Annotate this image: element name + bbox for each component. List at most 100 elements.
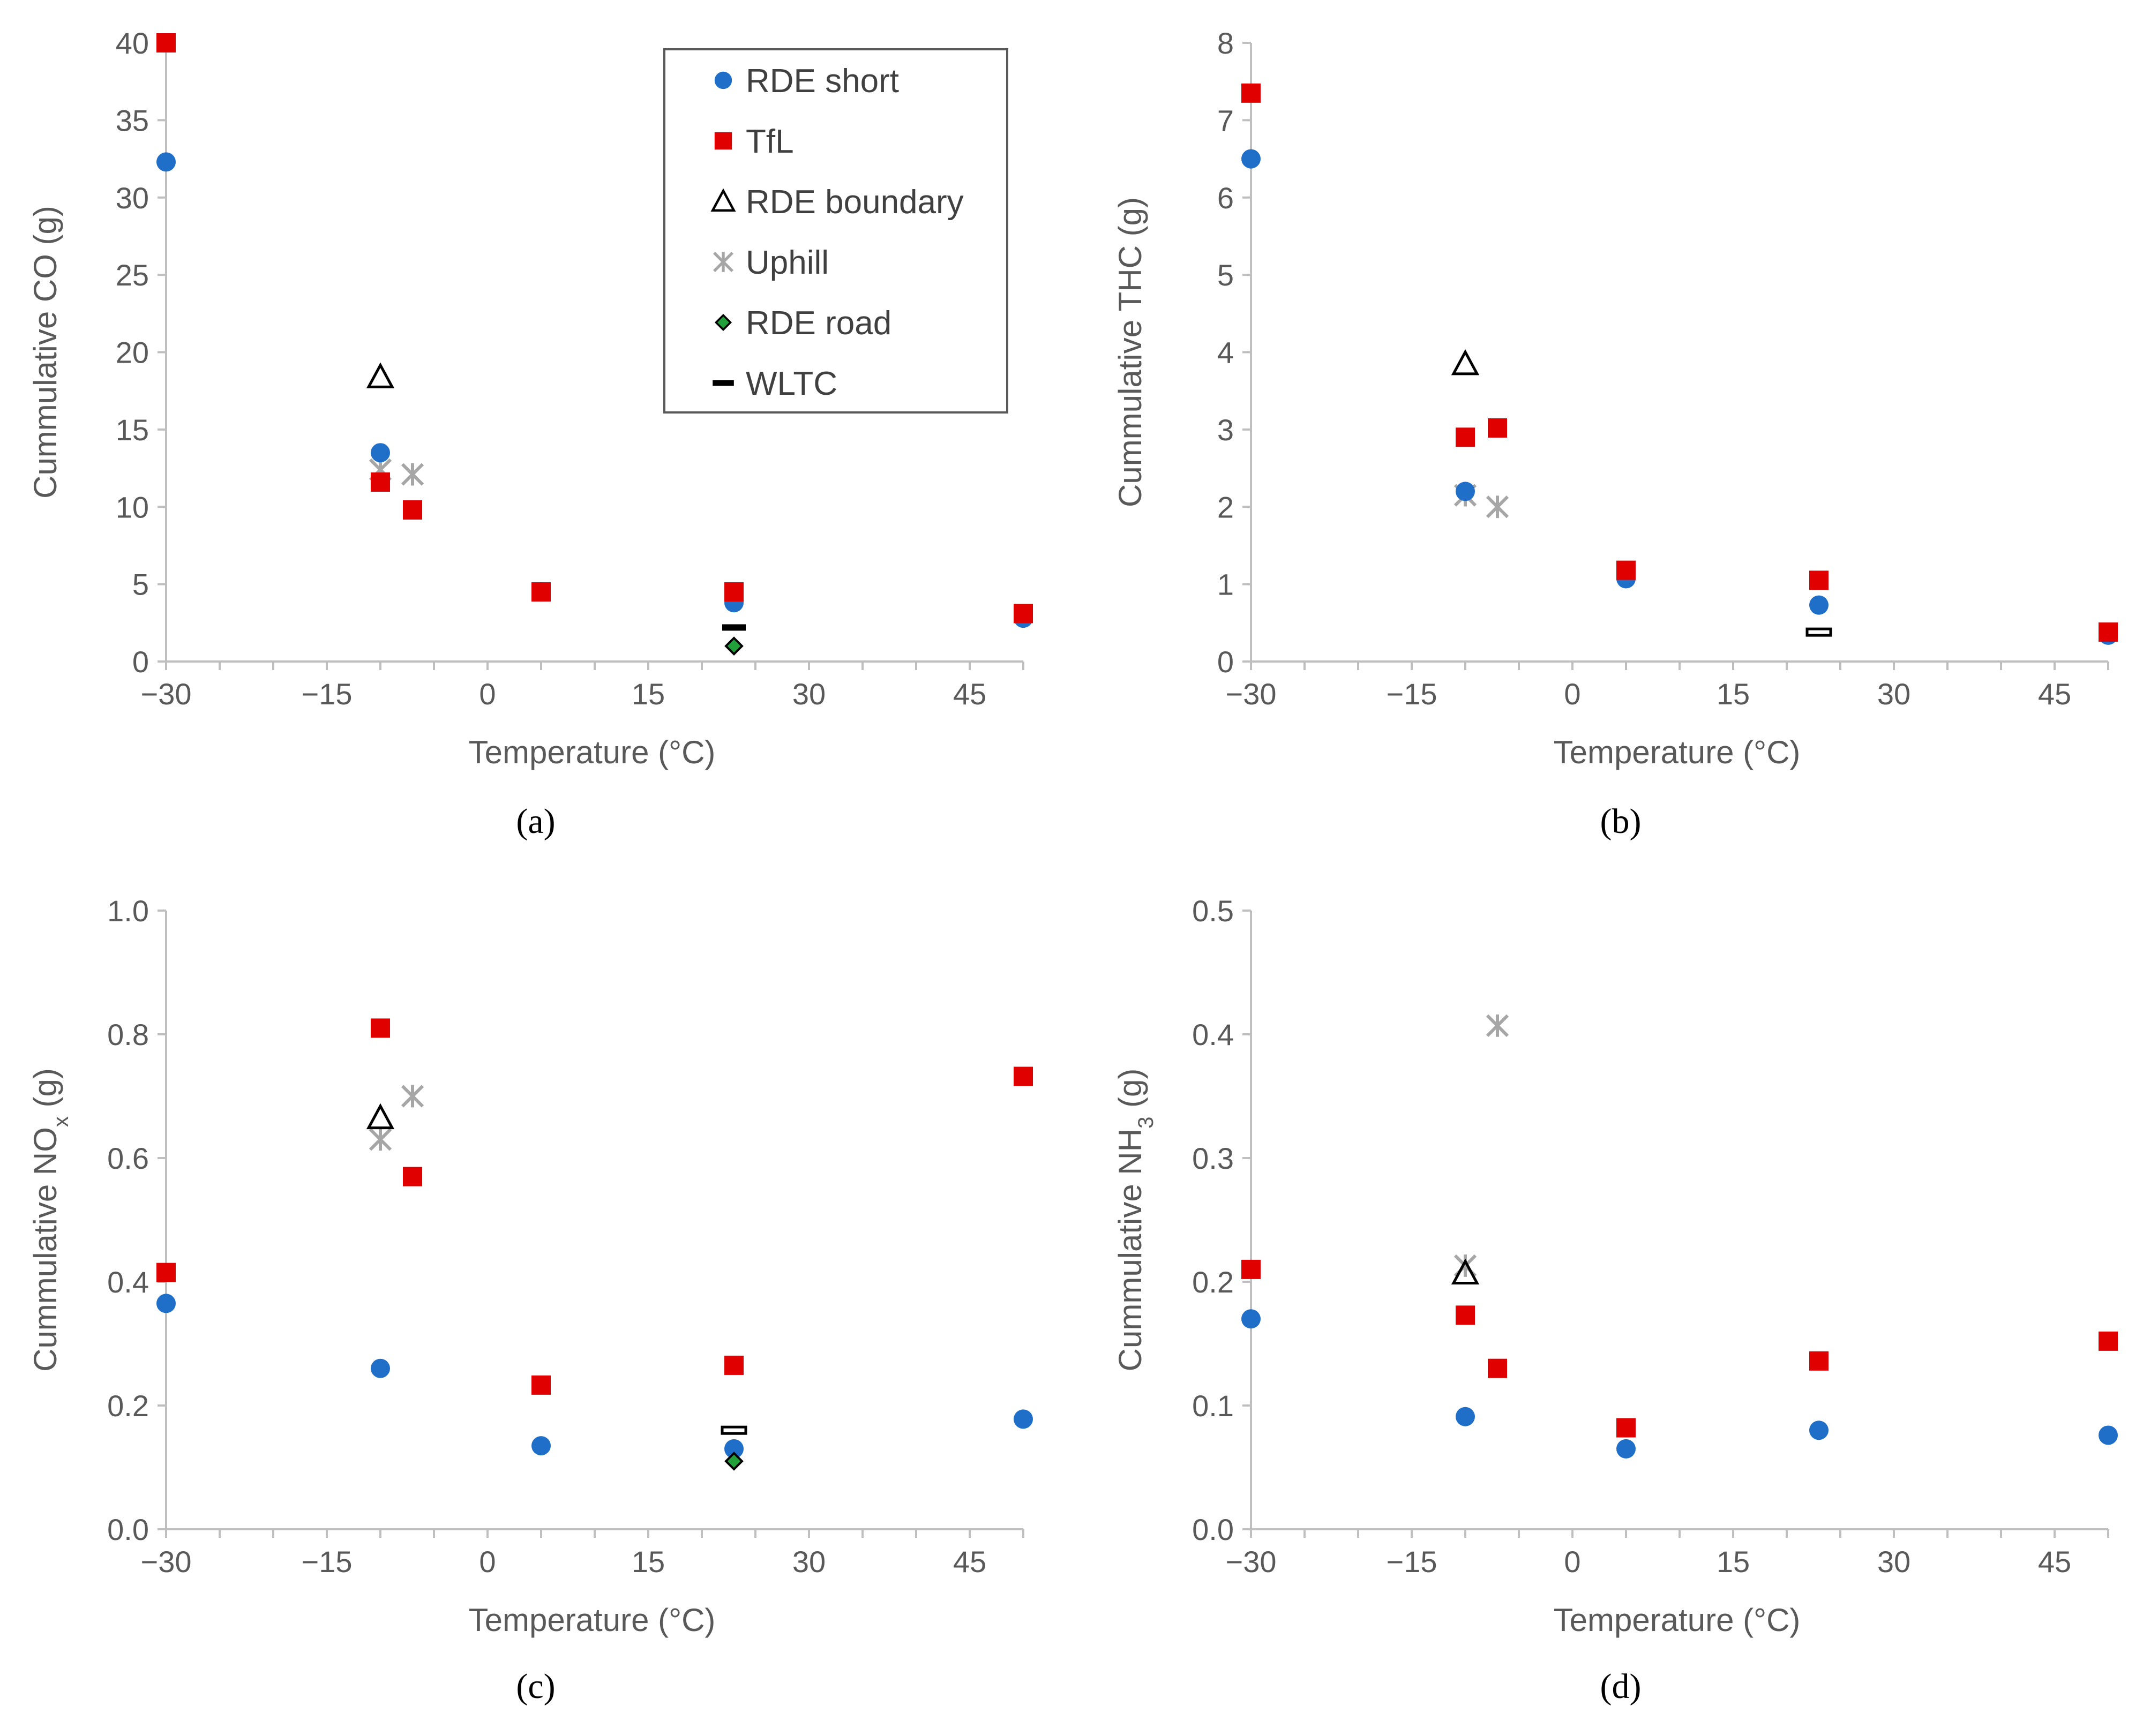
data-point-rde-short <box>1241 1309 1261 1329</box>
data-point-rde-road <box>724 636 744 656</box>
legend-marker-rde-short <box>714 71 732 89</box>
legend-marker-rde-boundary <box>710 188 736 212</box>
legend-item-rde-boundary: RDE boundary <box>710 184 964 221</box>
legend-item-wltc: WLTC <box>713 365 837 402</box>
data-point-rde-short <box>724 1439 744 1459</box>
y-tick-label: 0.2 <box>1192 1265 1234 1299</box>
legend-item-tfl: TfL <box>714 123 794 160</box>
data-point-tfl <box>1456 1305 1475 1325</box>
legend-label: TfL <box>746 123 794 160</box>
x-axis-title: Temperature (°C) <box>1554 1602 1801 1638</box>
legend-item-rde-road: RDE road <box>714 305 891 342</box>
data-point-rde-road <box>724 1452 744 1471</box>
data-point-rde-short <box>371 1358 390 1378</box>
x-tick-label: −30 <box>141 1545 192 1579</box>
data-point-tfl <box>1014 604 1033 623</box>
data-point-tfl <box>1488 418 1507 438</box>
series-rde-boundary <box>366 362 395 388</box>
data-point-tfl <box>156 33 176 52</box>
x-tick-label: 45 <box>953 677 986 711</box>
x-tick-label: 30 <box>1877 677 1910 711</box>
x-tick-label: 15 <box>632 1545 665 1579</box>
x-tick-label: 15 <box>1717 677 1750 711</box>
data-point-rde-short <box>1241 149 1261 169</box>
data-point-wltc <box>722 624 746 631</box>
series-rde-road <box>724 636 744 656</box>
data-point-tfl <box>1241 83 1261 103</box>
legend-label: RDE boundary <box>746 184 964 221</box>
data-point-uphill <box>401 1085 424 1108</box>
y-tick-label: 5 <box>132 568 149 602</box>
y-tick-label: 0.0 <box>1192 1513 1234 1546</box>
x-tick-label: 45 <box>953 1545 986 1579</box>
legend-marker-uphill <box>713 251 734 273</box>
series-wltc <box>722 624 746 631</box>
legend-item-rde-short: RDE short <box>714 63 899 100</box>
x-tick-label: 0 <box>479 1545 496 1579</box>
series-wltc <box>1805 627 1832 637</box>
data-point-tfl <box>1616 1418 1636 1438</box>
x-tick-label: 45 <box>2038 677 2071 711</box>
x-tick-label: 30 <box>792 1545 826 1579</box>
legend-label: WLTC <box>746 365 837 402</box>
data-point-rde-short <box>1809 595 1829 615</box>
data-point-tfl <box>1809 570 1829 590</box>
series-tfl <box>156 1018 1033 1395</box>
y-tick-label: 0 <box>132 645 149 679</box>
x-tick-label: −30 <box>1226 677 1277 711</box>
y-tick-label: 10 <box>116 490 149 524</box>
y-tick-label: 8 <box>1217 26 1234 60</box>
y-tick-label: 6 <box>1217 181 1234 215</box>
y-tick-label: 4 <box>1217 336 1234 370</box>
data-point-rde-boundary <box>366 1103 395 1130</box>
series-tfl <box>156 33 1033 623</box>
y-tick-label: 0.3 <box>1192 1141 1234 1175</box>
data-point-tfl <box>531 582 551 602</box>
data-point-rde-short <box>1809 1421 1829 1440</box>
data-point-rde-short <box>1456 1407 1475 1426</box>
legend-marker-rde-road <box>714 313 732 332</box>
series-wltc <box>721 1425 747 1435</box>
data-point-uphill <box>369 1128 392 1151</box>
y-tick-label: 0.4 <box>107 1265 149 1299</box>
data-point-uphill <box>1486 495 1509 518</box>
chart-panel-c: 0.0 0.2 0.4 0.6 0.8 1.0 −30 −15 0 15 30 45 Temperatu… <box>27 894 1033 1706</box>
panel-label: (d) <box>1600 1667 1642 1706</box>
panel-label: (a) <box>516 802 555 841</box>
data-point-rde-boundary <box>366 362 395 388</box>
x-tick-label: −15 <box>302 1545 353 1579</box>
x-tick-label: 0 <box>1564 677 1580 711</box>
x-tick-label: 30 <box>792 677 826 711</box>
data-point-rde-boundary <box>1451 349 1480 375</box>
y-tick-label: 0.1 <box>1192 1389 1234 1423</box>
x-axis-title: Temperature (°C) <box>469 734 716 770</box>
data-point-tfl <box>2099 622 2118 642</box>
x-axis-title: Temperature (°C) <box>469 1602 716 1638</box>
series-rde-boundary <box>366 1103 395 1130</box>
series-rde-boundary <box>1451 1258 1480 1285</box>
panel-label: (c) <box>516 1667 555 1706</box>
data-point-tfl <box>156 1262 176 1282</box>
x-tick-label: 0 <box>1564 1545 1580 1579</box>
data-point-tfl <box>2099 1331 2118 1351</box>
data-point-tfl <box>1488 1358 1507 1378</box>
y-tick-label: 40 <box>116 26 149 60</box>
y-tick-label: 35 <box>116 103 149 137</box>
y-tick-label: 0.4 <box>1192 1018 1234 1051</box>
y-tick-label: 2 <box>1217 490 1234 524</box>
x-tick-label: −15 <box>1387 1545 1437 1579</box>
legend-box <box>663 48 1008 414</box>
y-tick-label: 7 <box>1217 103 1234 137</box>
y-tick-label: 0.0 <box>107 1513 149 1546</box>
data-point-tfl <box>1456 427 1475 447</box>
y-tick-label: 0.8 <box>107 1018 149 1051</box>
x-tick-label: −15 <box>1387 677 1437 711</box>
y-tick-label: 0 <box>1217 645 1234 679</box>
legend-label: Uphill <box>746 244 829 281</box>
legend: RDE short TfL RDE boundary Uphill RDE road WL… <box>663 48 1008 414</box>
x-tick-label: 45 <box>2038 1545 2071 1579</box>
series-uphill <box>369 1085 424 1151</box>
data-point-tfl <box>1014 1066 1033 1086</box>
